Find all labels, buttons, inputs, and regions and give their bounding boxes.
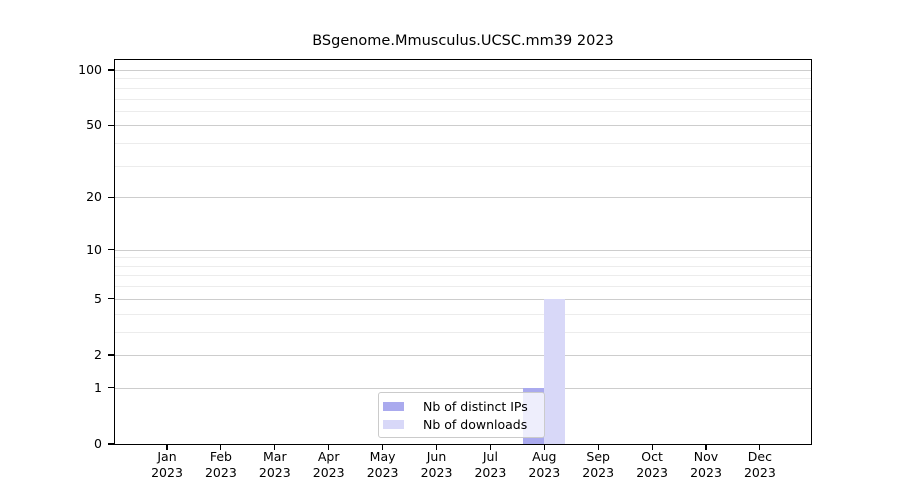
y-tick-mark xyxy=(108,298,115,300)
x-tick-year: 2023 xyxy=(582,465,615,480)
legend-entry-distinct-ips: Nb of distinct IPs xyxy=(383,398,538,415)
y-tick-mark xyxy=(108,443,115,445)
gridline-minor xyxy=(115,110,811,112)
x-tick-label: Oct 2023 xyxy=(620,449,684,481)
gridline-minor xyxy=(115,313,811,315)
gridline-minor xyxy=(115,98,811,100)
x-tick-year: 2023 xyxy=(528,465,561,480)
x-tick-month: Aug xyxy=(532,449,557,464)
gridline-minor xyxy=(115,143,811,145)
gridline-major xyxy=(115,125,811,127)
gridline-minor xyxy=(115,331,811,333)
y-tick-mark xyxy=(108,124,115,126)
y-tick-label: 20 xyxy=(86,189,102,205)
plot-area xyxy=(115,60,811,444)
x-tick-label: May 2023 xyxy=(351,449,415,481)
x-tick-mark xyxy=(651,444,653,450)
y-tick-mark xyxy=(108,69,115,71)
x-tick-mark xyxy=(220,444,222,450)
x-tick-year: 2023 xyxy=(474,465,507,480)
x-tick-month: Dec xyxy=(747,449,772,464)
x-tick-month: Apr xyxy=(317,449,340,464)
bar-downloads-aug xyxy=(544,298,566,444)
x-tick-label: Nov 2023 xyxy=(674,449,738,481)
y-tick-mark xyxy=(108,354,115,356)
gridline-minor xyxy=(115,286,811,288)
x-tick-month: Nov xyxy=(693,449,719,464)
x-tick-year: 2023 xyxy=(258,465,291,480)
gridline-minor xyxy=(115,265,811,267)
x-tick-mark xyxy=(759,444,761,450)
legend-label-distinct-ips: Nb of distinct IPs xyxy=(423,398,528,414)
x-tick-label: Jun 2023 xyxy=(405,449,469,481)
gridline-major xyxy=(115,298,811,300)
gridline-minor xyxy=(115,165,811,167)
x-tick-month: Jun xyxy=(426,449,447,464)
y-tick-label: 50 xyxy=(86,117,102,133)
x-tick-month: Jul xyxy=(482,449,498,464)
x-tick-mark xyxy=(166,444,168,450)
gridline-major xyxy=(115,249,811,251)
legend-swatch-downloads xyxy=(383,419,404,429)
x-tick-month: Mar xyxy=(263,449,287,464)
y-tick-label: 2 xyxy=(94,346,102,362)
x-tick-month: May xyxy=(369,449,396,464)
y-tick-label: 5 xyxy=(94,290,102,306)
x-tick-mark xyxy=(382,444,384,450)
x-tick-label: Apr 2023 xyxy=(297,449,361,481)
x-tick-mark xyxy=(705,444,707,450)
x-tick-year: 2023 xyxy=(743,465,776,480)
x-tick-year: 2023 xyxy=(204,465,237,480)
y-tick-mark xyxy=(108,196,115,198)
x-tick-year: 2023 xyxy=(312,465,345,480)
legend-label-downloads: Nb of downloads xyxy=(423,416,528,432)
y-tick-label: 100 xyxy=(78,62,102,77)
x-tick-year: 2023 xyxy=(690,465,722,480)
x-tick-mark xyxy=(274,444,276,450)
gridline-minor xyxy=(115,78,811,80)
x-tick-month: Oct xyxy=(641,449,663,464)
x-tick-label: Dec 2023 xyxy=(728,449,792,481)
legend-swatch-distinct-ips xyxy=(383,401,404,411)
y-tick-mark xyxy=(108,249,115,251)
gridline-minor xyxy=(115,87,811,89)
legend-entry-downloads: Nb of downloads xyxy=(383,416,538,433)
gridline-minor xyxy=(115,257,811,259)
y-tick-label: 10 xyxy=(86,241,102,257)
x-tick-label: Feb 2023 xyxy=(189,449,253,481)
gridline-major xyxy=(115,70,811,71)
x-tick-month: Sep xyxy=(586,449,610,464)
x-tick-year: 2023 xyxy=(420,465,453,480)
x-tick-year: 2023 xyxy=(151,465,183,480)
x-tick-mark xyxy=(435,444,438,450)
x-tick-label: Mar 2023 xyxy=(243,449,307,481)
x-tick-year: 2023 xyxy=(366,465,399,480)
y-tick-label: 0 xyxy=(94,436,102,451)
x-tick-mark xyxy=(597,444,599,450)
gridline-major xyxy=(115,197,811,199)
x-tick-label: Sep 2023 xyxy=(566,449,630,481)
x-tick-month: Jan xyxy=(157,449,177,464)
y-tick-label: 1 xyxy=(94,379,102,395)
gridline-major xyxy=(115,354,811,356)
x-tick-mark xyxy=(543,444,545,450)
x-tick-label: Aug 2023 xyxy=(512,449,576,481)
x-tick-month: Feb xyxy=(209,449,232,464)
x-tick-label: Jan 2023 xyxy=(135,449,199,481)
x-tick-mark xyxy=(328,444,330,450)
x-tick-year: 2023 xyxy=(636,465,668,480)
x-tick-label: Jul 2023 xyxy=(458,449,522,481)
x-tick-mark xyxy=(489,444,491,450)
legend: Nb of distinct IPs Nb of downloads xyxy=(378,392,545,438)
chart-title: BSgenome.Mmusculus.UCSC.mm39 2023 xyxy=(312,33,614,49)
y-tick-mark xyxy=(108,387,115,389)
gridline-major xyxy=(115,387,811,389)
gridline-minor xyxy=(115,275,811,277)
